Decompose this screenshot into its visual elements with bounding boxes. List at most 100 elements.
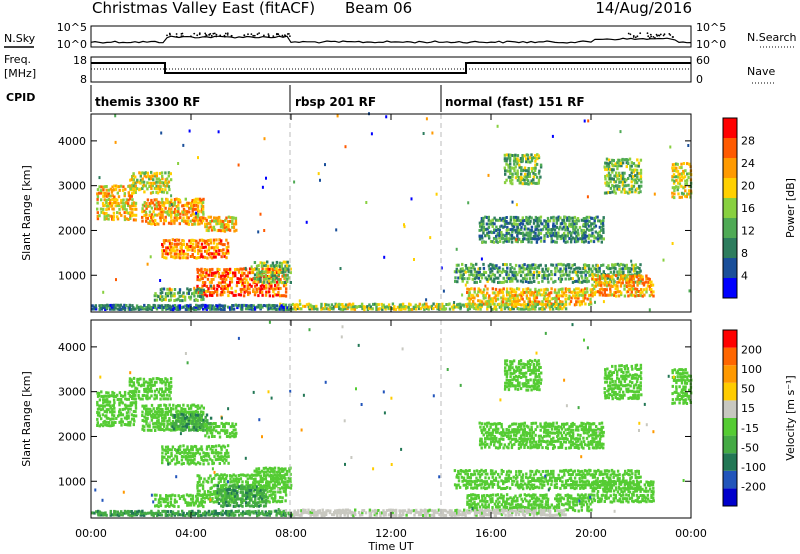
power-cell	[630, 284, 633, 288]
power-cell	[598, 277, 601, 281]
power-cell	[600, 236, 603, 240]
velocity-cell	[127, 421, 130, 424]
power-cell	[588, 215, 591, 219]
power-cell	[337, 302, 341, 306]
velocity-cell	[137, 390, 141, 394]
power-cell	[523, 263, 526, 267]
power-cell	[146, 198, 150, 202]
power-cell	[155, 298, 159, 302]
power-cell	[166, 198, 169, 202]
power-cell	[387, 305, 391, 309]
power-cell	[145, 219, 148, 223]
power-cell	[491, 302, 495, 306]
power-cell	[270, 284, 273, 288]
power-cell	[536, 216, 539, 220]
power-cell	[197, 287, 200, 291]
nsky-label: N.Sky	[4, 32, 36, 45]
power-cell	[509, 162, 512, 166]
velocity-cell	[273, 469, 276, 473]
velocity-cell	[207, 426, 210, 430]
velocity-cell	[250, 498, 253, 502]
power-cell	[429, 236, 432, 240]
power-cell	[157, 180, 160, 184]
power-cell	[102, 191, 105, 195]
power-cell	[102, 211, 105, 215]
velocity-cell	[188, 428, 191, 432]
power-cell	[466, 304, 469, 308]
power-cell	[511, 273, 514, 277]
velocity-cell	[112, 423, 115, 427]
velocity-cell	[193, 423, 196, 426]
power-cell	[313, 305, 316, 309]
power-cell	[262, 280, 266, 284]
velocity-cell	[111, 410, 114, 414]
power-cell	[580, 228, 583, 232]
velocity-cell	[166, 419, 169, 423]
power-cell	[132, 218, 136, 222]
velocity-cell	[250, 491, 253, 495]
velocity-cell	[268, 486, 271, 490]
power-cell	[636, 175, 639, 179]
power-cell	[246, 281, 250, 285]
power-cell	[627, 191, 630, 195]
power-cell	[595, 278, 598, 282]
power-cell	[120, 205, 123, 209]
velocity-cell	[241, 480, 244, 484]
power-cell	[311, 307, 314, 311]
power-cell	[541, 304, 544, 308]
power-cell	[591, 287, 595, 291]
power-cell	[477, 299, 480, 303]
power-cell	[205, 289, 208, 293]
power-cell	[548, 231, 552, 235]
power-cell	[535, 162, 539, 166]
power-cell	[265, 284, 268, 287]
velocity-cell	[209, 429, 212, 433]
power-cell	[498, 288, 501, 292]
power-cell	[536, 219, 539, 223]
power-cell	[223, 280, 227, 284]
power-cell	[243, 271, 246, 275]
power-cell	[512, 307, 515, 311]
power-cell	[259, 306, 262, 310]
velocity-cell	[148, 389, 152, 393]
velocity-cell	[236, 480, 239, 484]
power-cell	[487, 215, 490, 219]
power-cell	[684, 169, 687, 173]
power-cell	[157, 222, 160, 226]
power-cell	[404, 305, 407, 308]
power-cell	[252, 268, 255, 271]
noise-search-point	[215, 33, 218, 36]
power-cell	[532, 307, 535, 311]
power-cell	[564, 228, 567, 232]
power-cell	[437, 305, 440, 309]
velocity-cell	[202, 462, 205, 466]
velocity-cell	[163, 455, 166, 459]
power-cell	[382, 305, 385, 309]
power-cell	[652, 290, 655, 294]
velocity-cell	[230, 480, 233, 484]
power-cell	[352, 305, 355, 309]
power-cell	[189, 206, 192, 210]
power-cell	[532, 273, 535, 277]
velocity-cell	[169, 390, 172, 394]
power-cell	[192, 212, 196, 216]
power-cell	[132, 204, 136, 208]
power-cell	[150, 305, 153, 309]
power-cell	[344, 303, 348, 307]
velocity-cell	[219, 479, 222, 483]
power-cell	[366, 308, 370, 311]
power-cell	[527, 227, 530, 231]
power-cell	[619, 162, 623, 165]
power-cell	[684, 189, 687, 193]
power-cell	[570, 237, 573, 241]
power-cell	[648, 277, 651, 281]
power-cell	[535, 296, 539, 300]
power-cell	[117, 185, 121, 189]
power-cell	[594, 284, 598, 288]
power-cell	[497, 228, 500, 231]
velocity-cell	[203, 424, 207, 428]
power-cell	[277, 291, 280, 294]
power-cell	[252, 281, 255, 285]
power-cell	[675, 162, 678, 166]
power-cell	[524, 280, 528, 283]
